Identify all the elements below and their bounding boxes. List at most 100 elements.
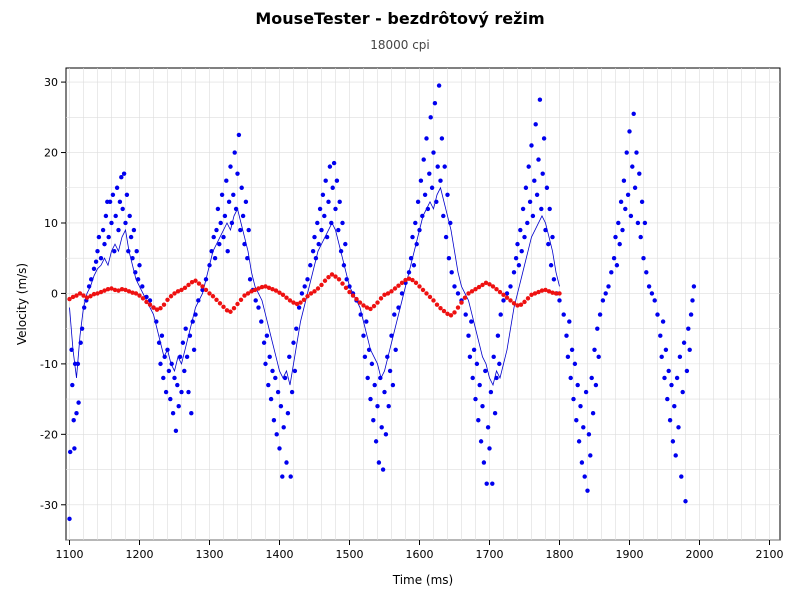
x-velocity-point bbox=[448, 220, 453, 226]
x-velocity-point bbox=[336, 227, 341, 233]
y-velocity-point bbox=[399, 280, 405, 286]
x-velocity-point bbox=[338, 248, 344, 254]
x-velocity-point bbox=[568, 375, 573, 381]
x-velocity-point bbox=[655, 312, 660, 317]
x-velocity-point bbox=[288, 474, 293, 479]
x-velocity-point bbox=[207, 263, 212, 268]
y-tick-label: -10 bbox=[40, 358, 58, 371]
y-velocity-point bbox=[403, 277, 408, 283]
x-velocity-point bbox=[179, 389, 184, 395]
x-velocity-point bbox=[690, 298, 695, 303]
y-velocity-point bbox=[186, 282, 191, 288]
x-velocity-point bbox=[270, 368, 275, 374]
x-velocity-point bbox=[443, 234, 449, 240]
x-velocity-point bbox=[305, 277, 310, 282]
x-velocity-point bbox=[347, 284, 352, 289]
x-velocity-point bbox=[541, 136, 547, 141]
x-velocity-point bbox=[116, 227, 121, 233]
y-velocity-point bbox=[308, 291, 314, 296]
y-velocity-point bbox=[434, 302, 440, 307]
x-velocity-point bbox=[561, 312, 566, 317]
x-tick-label: 2100 bbox=[756, 548, 784, 561]
x-velocity-point bbox=[380, 467, 386, 472]
x-velocity-point bbox=[596, 354, 601, 360]
x-velocity-point bbox=[177, 354, 183, 360]
x-velocity-point bbox=[130, 256, 135, 261]
x-velocity-point bbox=[670, 439, 676, 444]
x-velocity-point bbox=[319, 227, 324, 233]
y-velocity-point bbox=[438, 306, 443, 311]
x-velocity-point bbox=[264, 333, 270, 338]
x-velocity-point bbox=[239, 185, 244, 190]
x-velocity-point bbox=[621, 178, 627, 183]
y-velocity-point bbox=[224, 308, 230, 313]
x-velocity-point bbox=[579, 460, 585, 465]
x-velocity-point bbox=[691, 284, 697, 289]
x-velocity-point bbox=[393, 347, 398, 352]
x-velocity-point bbox=[483, 368, 488, 374]
y-velocity-point bbox=[497, 289, 503, 295]
x-velocity-point bbox=[684, 368, 690, 374]
x-velocity-point bbox=[674, 375, 680, 381]
y-velocity-point bbox=[273, 288, 279, 293]
x-velocity-point bbox=[501, 298, 506, 303]
x-velocity-point bbox=[221, 234, 226, 240]
y-velocity-point bbox=[375, 300, 380, 305]
y-velocity-point bbox=[392, 286, 398, 291]
y-velocity-point bbox=[490, 284, 496, 289]
x-velocity-point bbox=[312, 234, 317, 240]
x-velocity-point bbox=[267, 354, 272, 360]
x-velocity-point bbox=[487, 446, 492, 451]
x-velocity-point bbox=[163, 389, 169, 395]
y-velocity-point bbox=[116, 288, 121, 293]
y-velocity-point bbox=[165, 297, 170, 302]
x-velocity-point bbox=[442, 164, 447, 169]
y-velocity-point bbox=[70, 294, 76, 300]
y-velocity-point bbox=[340, 281, 345, 286]
x-velocity-point bbox=[127, 213, 132, 219]
y-velocity-point bbox=[343, 285, 349, 290]
x-velocity-point bbox=[595, 326, 600, 331]
x-velocity-point bbox=[324, 234, 330, 240]
x-velocity-point bbox=[390, 382, 396, 388]
y-velocity-point bbox=[210, 294, 216, 299]
x-velocity-point bbox=[203, 277, 209, 282]
x-velocity-point bbox=[218, 220, 223, 226]
x-velocity-point bbox=[666, 368, 671, 374]
x-velocity-point bbox=[228, 164, 233, 169]
x-velocity-point bbox=[86, 284, 92, 289]
x-velocity-point bbox=[399, 291, 405, 296]
y-velocity-point bbox=[144, 299, 149, 305]
x-velocity-point bbox=[371, 418, 376, 423]
x-velocity-point bbox=[189, 410, 194, 416]
x-velocity-point bbox=[603, 291, 608, 296]
x-velocity-point bbox=[592, 347, 597, 352]
x-velocity-point bbox=[299, 291, 305, 296]
x-velocity-point bbox=[516, 263, 522, 268]
x-velocity-point bbox=[187, 333, 193, 338]
y-velocity-point bbox=[263, 284, 268, 289]
x-velocity-point bbox=[425, 206, 431, 212]
x-velocity-point bbox=[263, 361, 268, 367]
x-velocity-point bbox=[261, 340, 267, 345]
y-velocity-point bbox=[543, 287, 548, 293]
x-tick-label: 1500 bbox=[336, 548, 364, 561]
y-velocity-point bbox=[368, 306, 373, 312]
x-velocity-point bbox=[488, 389, 494, 395]
y-velocity-point bbox=[126, 289, 132, 294]
y-velocity-point bbox=[364, 305, 370, 310]
y-velocity-point bbox=[557, 291, 562, 296]
x-velocity-point bbox=[522, 234, 527, 240]
y-velocity-point bbox=[347, 289, 352, 295]
x-velocity-point bbox=[114, 185, 120, 190]
x-velocity-point bbox=[161, 375, 166, 381]
x-velocity-point bbox=[278, 403, 284, 409]
x-velocity-point bbox=[95, 248, 100, 254]
x-velocity-point bbox=[497, 361, 502, 367]
x-velocity-point bbox=[186, 389, 191, 395]
x-velocity-point bbox=[537, 97, 543, 102]
x-velocity-point bbox=[382, 389, 387, 395]
y-velocity-point bbox=[473, 287, 478, 292]
x-velocity-point bbox=[588, 453, 593, 458]
x-velocity-point bbox=[520, 206, 526, 212]
